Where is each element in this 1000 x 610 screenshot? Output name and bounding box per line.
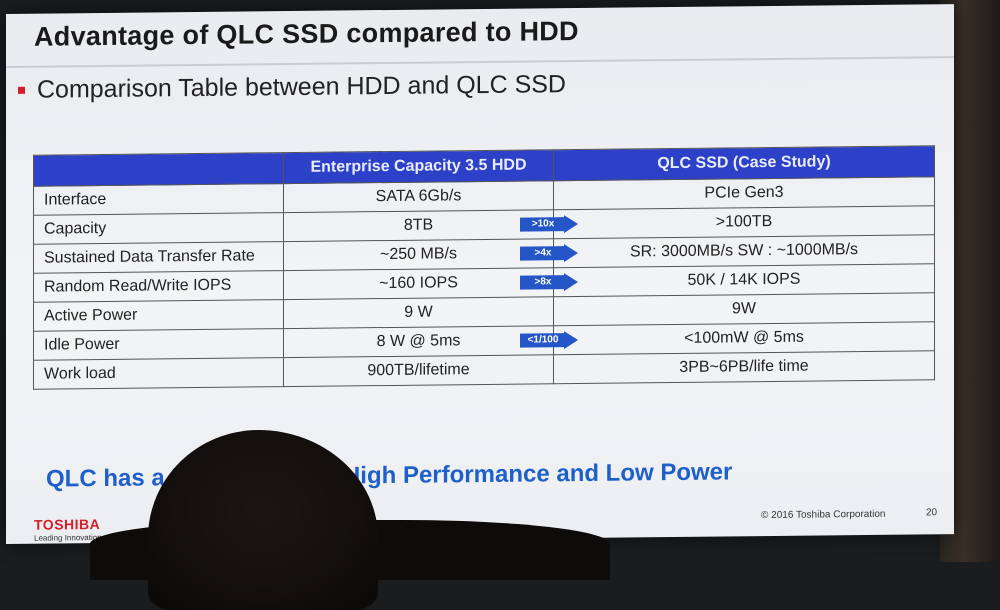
row-label: Random Read/Write IOPS (33, 270, 284, 303)
ssd-value: SR: 3000MB/s SW : ~1000MB/s (553, 234, 935, 268)
hdd-value-text: ~160 IOPS (379, 274, 458, 293)
hdd-value: ~250 MB/s >4x (283, 238, 578, 271)
header-cell-ssd: QLC SSD (Case Study) (553, 145, 935, 181)
row-label: Active Power (33, 299, 284, 332)
header-cell-label (33, 152, 284, 187)
ratio-arrow-icon: >8x (520, 273, 578, 292)
page-number: 20 (926, 507, 938, 519)
bullet-item: Comparison Table between HDD and QLC SSD (18, 70, 566, 105)
presentation-slide: Advantage of QLC SSD compared to HDD Com… (6, 4, 954, 544)
ssd-value: 50K / 14K IOPS (553, 263, 935, 297)
hdd-value: SATA 6Gb/s (283, 180, 554, 213)
copyright-text: © 2016 Toshiba Corporation (761, 508, 886, 522)
ratio-arrow-icon: >4x (520, 244, 578, 263)
row-label: Sustained Data Transfer Rate (33, 241, 284, 274)
table-row: Capacity 8TB >10x >100TB (33, 205, 935, 245)
row-label: Capacity (33, 212, 284, 245)
hdd-value-text: 8TB (403, 216, 434, 234)
bullet-square-icon (18, 86, 25, 94)
table-row: Sustained Data Transfer Rate ~250 MB/s >… (33, 234, 935, 274)
table-row: Random Read/Write IOPS ~160 IOPS >8x 50K… (33, 263, 935, 303)
hdd-value: ~160 IOPS >8x (283, 267, 578, 300)
ssd-value: PCIe Gen3 (553, 176, 935, 210)
row-label: Interface (33, 183, 284, 216)
hdd-value-text: ~250 MB/s (380, 245, 457, 264)
table-row: Idle Power 8 W @ 5ms <1/100 <100mW @ 5ms (33, 321, 935, 361)
hdd-value: 9 W (283, 296, 554, 329)
row-label: Work load (33, 357, 284, 390)
ssd-value: >100TB (553, 205, 935, 239)
ratio-arrow-icon: <1/100 (520, 331, 578, 350)
ssd-value: 3PB~6PB/life time (553, 350, 935, 384)
hdd-value: 8TB >10x (283, 209, 578, 242)
logo-wordmark: TOSHIBA (34, 516, 101, 533)
slide-title: Advantage of QLC SSD compared to HDD (34, 16, 579, 52)
conclusion-banner: QLC has a High Capacity, High Performanc… (46, 458, 733, 493)
header-cell-hdd: Enterprise Capacity 3.5 HDD (283, 149, 554, 184)
row-label: Idle Power (33, 328, 284, 361)
hdd-value: 8 W @ 5ms <1/100 (283, 325, 578, 358)
comparison-table: Enterprise Capacity 3.5 HDD QLC SSD (Cas… (33, 145, 935, 390)
hdd-value-text: 8 W @ 5ms (376, 332, 461, 351)
ssd-value: 9W (553, 292, 935, 326)
slide-subtitle: Comparison Table between HDD and QLC SSD (37, 70, 566, 104)
hdd-value: 900TB/lifetime (283, 354, 554, 387)
ssd-value: <100mW @ 5ms (553, 321, 935, 355)
ratio-arrow-icon: >10x (520, 215, 578, 234)
title-divider (6, 56, 954, 68)
